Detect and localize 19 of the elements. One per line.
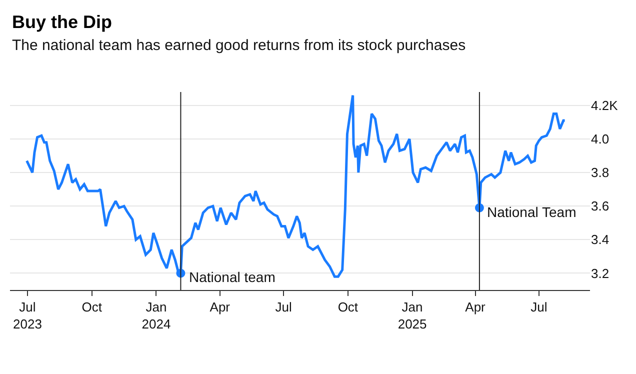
y-tick-label: 3.4 (591, 232, 610, 248)
x-tick-label: Apr (465, 300, 486, 315)
y-tick-label: 3.6 (591, 198, 610, 214)
chart-title: Buy the Dip (12, 12, 112, 32)
x-tick-label: Jan 2024 (142, 300, 171, 332)
chart-subtitle: The national team has earned good returns from its stock purchases (12, 37, 466, 54)
y-tick-label: 3.2 (591, 266, 610, 281)
x-tick-label: Jul 2023 (13, 300, 42, 332)
annotation: National team (189, 269, 276, 285)
x-tick-label: Apr (210, 300, 231, 315)
x-tick-label: Jan 2025 (398, 300, 427, 332)
annotation: National Team (487, 204, 576, 220)
x-tick-label: Jul (530, 300, 548, 315)
x-tick-label: Jul (275, 300, 292, 315)
x-tick-label: Oct (82, 300, 102, 315)
y-tick-label: 3.8 (591, 165, 610, 180)
y-tick-label: 4.2K (591, 98, 618, 113)
x-tick-label: Oct (338, 300, 358, 315)
y-tick-label: 4.0 (591, 132, 610, 147)
